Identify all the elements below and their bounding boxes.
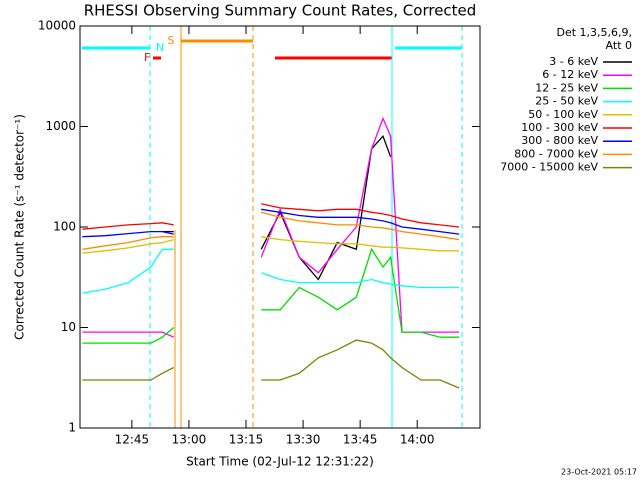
- legend-label: 12 - 25 keV: [535, 81, 598, 94]
- series-line: [260, 272, 460, 289]
- y-tick-label: 100: [53, 220, 76, 234]
- series-line: [82, 236, 174, 250]
- series-line: [260, 134, 392, 281]
- y-tick-label: 10000: [38, 19, 76, 33]
- x-tick-label: 13:45: [343, 433, 378, 447]
- flag-annotations: F N S: [82, 26, 463, 428]
- x-tick-label: 13:30: [286, 433, 321, 447]
- x-tick-label: 13:15: [229, 433, 264, 447]
- series-line: [261, 208, 460, 235]
- legend-label: 300 - 800 keV: [521, 134, 598, 147]
- chart-title: RHESSI Observing Summary Count Rates, Co…: [84, 2, 477, 20]
- y-tick-label: 1000: [45, 119, 76, 133]
- flag-label: N: [156, 41, 164, 54]
- footer-date: 23-Oct-2021 05:17: [561, 468, 637, 477]
- series-line: [261, 203, 460, 228]
- legend-label: 6 - 12 keV: [542, 68, 598, 81]
- y-axis-label: Corrected Count Rate (s⁻¹ detector⁻¹): [13, 114, 27, 340]
- legend-label: 50 - 100 keV: [528, 108, 598, 121]
- legend-label: 7000 - 15000 keV: [500, 161, 598, 174]
- flag-label: F: [144, 51, 150, 64]
- series-line: [82, 248, 174, 294]
- series-line: [82, 327, 175, 344]
- series-line: [261, 236, 460, 252]
- legend-title: Det 1,3,5,6,9,: [556, 26, 632, 39]
- flag-label: S: [168, 34, 175, 47]
- x-tick-label: 13:00: [172, 433, 207, 447]
- x-axis-label: Start Time (02-Jul-12 12:31:22): [186, 455, 374, 469]
- x-tick-label: 14:00: [400, 433, 435, 447]
- series-line: [261, 339, 460, 389]
- legend-title: Att 0: [606, 39, 632, 52]
- x-tick-label: 12:45: [115, 433, 150, 447]
- y-tick-label: 10: [61, 320, 76, 334]
- legend-label: 800 - 7000 keV: [514, 147, 598, 160]
- series-line: [82, 238, 174, 254]
- series-line: [82, 366, 174, 381]
- legend-label: 3 - 6 keV: [549, 55, 598, 68]
- series-line: [261, 247, 460, 338]
- legend-label: 100 - 300 keV: [521, 121, 598, 134]
- y-tick-label: 1: [68, 421, 76, 435]
- series-line: [261, 211, 460, 241]
- legend-label: 25 - 50 keV: [535, 95, 598, 108]
- series-line: [82, 331, 174, 338]
- series-line: [82, 222, 174, 230]
- series-line: [82, 230, 174, 238]
